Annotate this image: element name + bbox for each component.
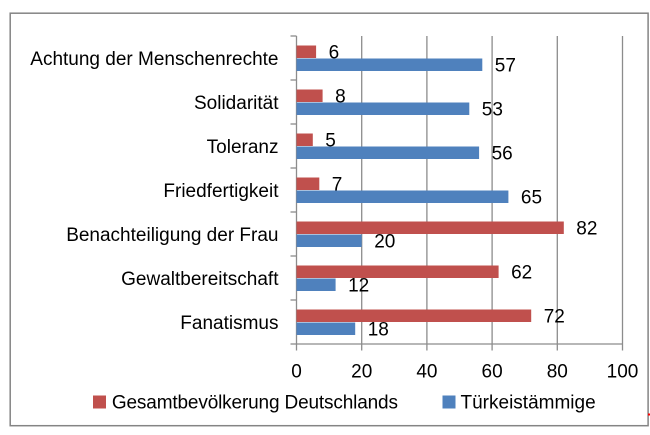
svg-text:Benachteiligung der Frau: Benachteiligung der Frau	[66, 225, 278, 246]
svg-text:62: 62	[511, 263, 532, 284]
svg-text:53: 53	[482, 100, 503, 121]
svg-text:72: 72	[544, 307, 565, 328]
svg-text:Gesamtbevölkerung Deutschlands: Gesamtbevölkerung Deutschlands	[112, 393, 398, 414]
svg-text:Toleranz: Toleranz	[207, 137, 279, 158]
svg-text:7: 7	[332, 175, 343, 196]
svg-text:Türkeistämmige: Türkeistämmige	[461, 393, 596, 414]
svg-text:Achtung der Menschenrechte: Achtung der Menschenrechte	[30, 49, 278, 70]
svg-text:Friedfertigkeit: Friedfertigkeit	[163, 181, 279, 202]
svg-text:20: 20	[374, 232, 395, 253]
svg-text:57: 57	[495, 56, 516, 77]
svg-text:12: 12	[348, 276, 369, 297]
svg-text:Solidarität: Solidarität	[194, 93, 279, 114]
svg-text:20: 20	[351, 362, 372, 383]
svg-text:56: 56	[492, 144, 513, 165]
svg-text:100: 100	[607, 362, 639, 383]
svg-text:0: 0	[291, 362, 302, 383]
svg-text:82: 82	[576, 219, 597, 240]
svg-text:8: 8	[335, 87, 346, 108]
svg-text:Gewaltbereitschaft: Gewaltbereitschaft	[121, 269, 279, 290]
svg-text:5: 5	[325, 131, 336, 152]
svg-text:80: 80	[547, 362, 568, 383]
svg-text:Fanatismus: Fanatismus	[180, 313, 278, 334]
svg-text:40: 40	[416, 362, 437, 383]
svg-text:6: 6	[329, 43, 340, 64]
svg-text:65: 65	[521, 188, 542, 209]
svg-text:18: 18	[368, 320, 389, 341]
svg-text:60: 60	[482, 362, 503, 383]
